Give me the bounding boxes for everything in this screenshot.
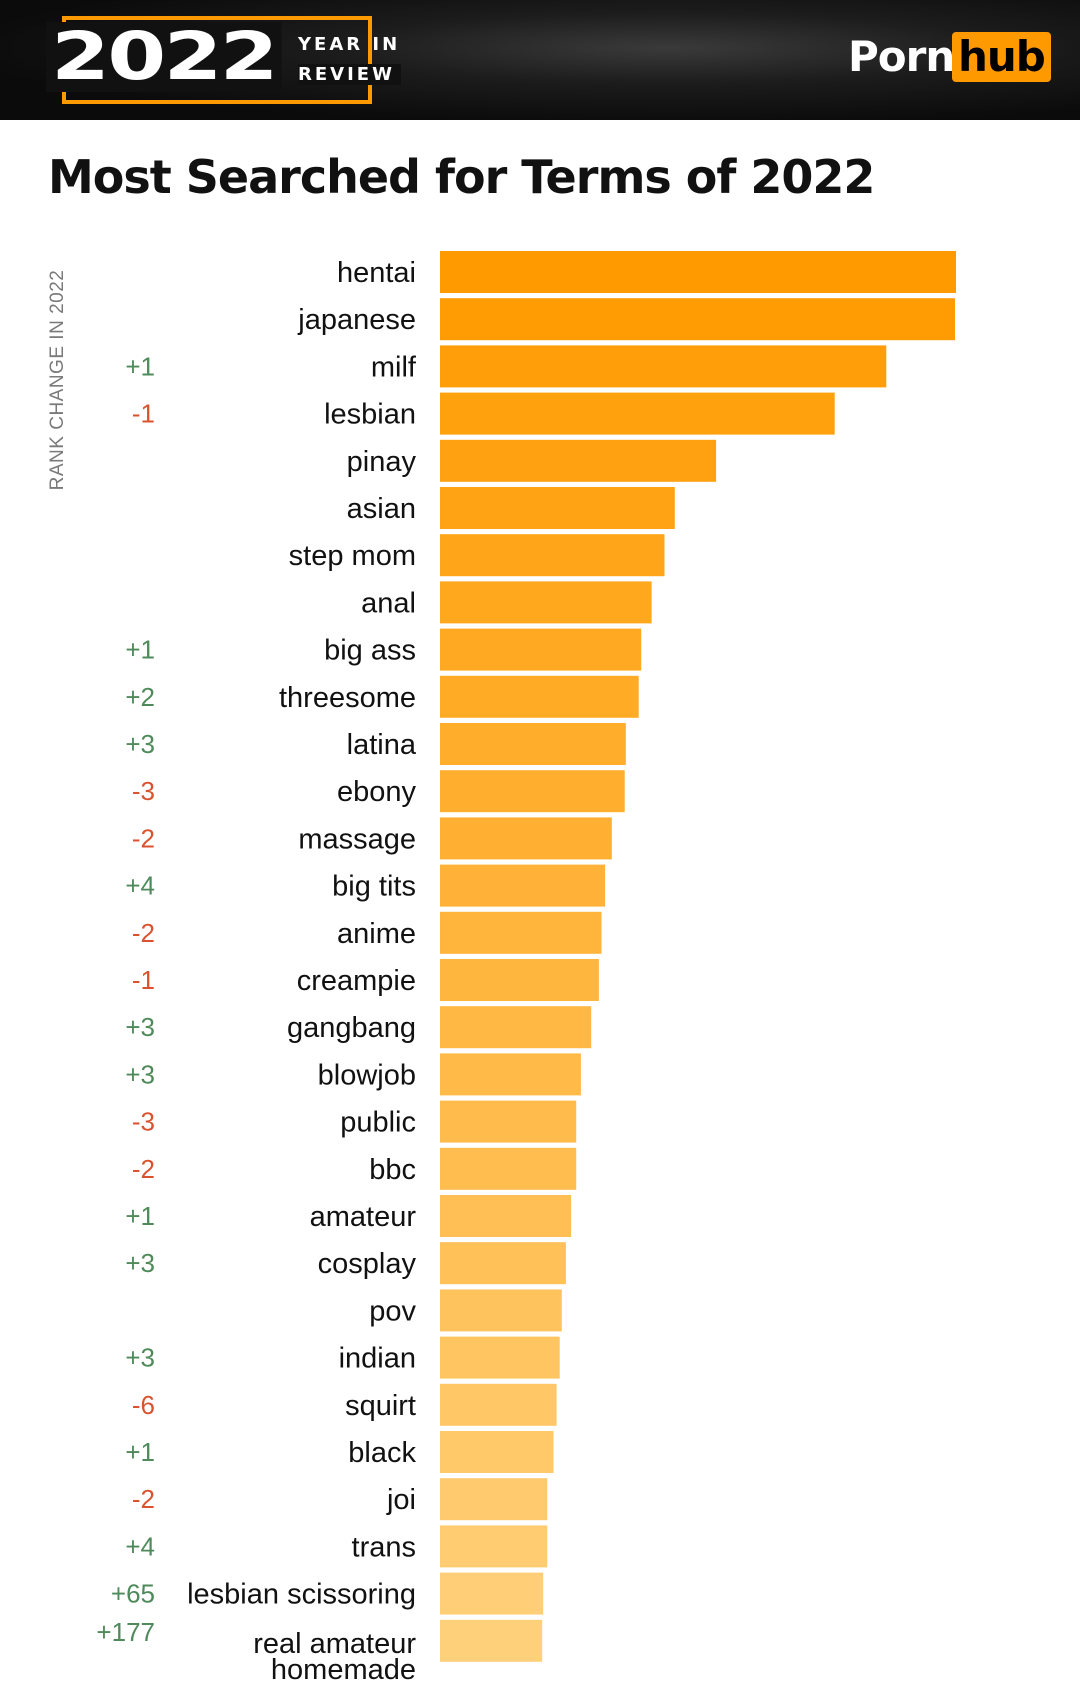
bar-joi	[440, 1478, 548, 1521]
rank-change-label: +1	[125, 1437, 155, 1467]
bar-real-amateur-homemade	[440, 1619, 543, 1662]
rank-change-label: -3	[132, 1107, 155, 1137]
chart-title: Most Searched for Terms of 2022	[48, 150, 875, 204]
term-label: lesbian scissoring	[187, 1579, 416, 1611]
term-label: pinay	[347, 446, 417, 478]
bar-massage	[440, 817, 612, 860]
rank-change-label: +4	[125, 871, 155, 901]
rank-change-label: +3	[125, 729, 155, 759]
bar-ebony	[440, 770, 625, 813]
bar-amateur	[440, 1195, 572, 1237]
term-label: amateur	[310, 1201, 417, 1233]
bar-public	[440, 1100, 577, 1143]
bar-creampie	[440, 959, 599, 1001]
bar-anime	[440, 911, 602, 954]
rank-change-label: +4	[125, 1531, 155, 1561]
term-label: hentai	[337, 257, 416, 289]
rank-change-label: +1	[125, 1201, 155, 1231]
bar-bbc	[440, 1147, 577, 1190]
brand-logo-right: hub	[952, 32, 1051, 82]
rank-change-label: +177	[96, 1617, 155, 1647]
rank-change-label: +3	[125, 1059, 155, 1089]
rank-change-label: -1	[132, 399, 155, 429]
year-in-text: YEAR IN	[298, 34, 401, 55]
term-label: black	[348, 1437, 416, 1469]
rank-change-label: -6	[132, 1390, 155, 1420]
term-label: squirt	[345, 1390, 416, 1422]
rank-change-label: -2	[132, 1484, 155, 1514]
bar-lesbian-scissoring	[440, 1572, 544, 1615]
term-label: anal	[361, 587, 416, 619]
term-label: massage	[298, 823, 416, 855]
bar-step-mom	[440, 534, 665, 577]
rank-change-label: +3	[125, 1343, 155, 1373]
term-label: creampie	[297, 965, 416, 997]
bar-milf	[440, 345, 887, 388]
bar-indian	[440, 1336, 560, 1379]
rank-change-label: +1	[125, 635, 155, 665]
bar-anal	[440, 581, 652, 624]
term-label: asian	[347, 493, 416, 525]
term-label: lesbian	[324, 399, 416, 431]
term-label: pov	[369, 1295, 416, 1327]
bar-squirt	[440, 1383, 557, 1426]
term-label: bbc	[369, 1154, 416, 1186]
year-number: 2022	[46, 22, 282, 92]
bar-gangbang	[440, 1006, 592, 1049]
term-label: real amateur homemade	[253, 1628, 416, 1686]
term-label: gangbang	[287, 1012, 416, 1044]
brand-logo-left: Porn	[848, 32, 955, 81]
rank-change-label: -2	[132, 823, 155, 853]
term-label: threesome	[279, 682, 416, 714]
bar-big-ass	[440, 628, 642, 671]
term-label: latina	[347, 729, 417, 761]
rank-change-label: +3	[125, 1012, 155, 1042]
rank-change-label: -2	[132, 918, 155, 948]
term-label: japanese	[297, 304, 416, 336]
review-text: REVIEW	[298, 64, 401, 85]
bar-cosplay	[440, 1242, 566, 1285]
bar-big-tits	[440, 864, 606, 907]
bar-japanese	[440, 298, 955, 341]
bar-pinay	[440, 439, 717, 482]
term-label: blowjob	[318, 1059, 416, 1091]
bar-threesome	[440, 675, 639, 718]
term-label: trans	[352, 1531, 416, 1563]
rank-change-label: +1	[125, 351, 155, 381]
rank-change-label: +2	[125, 682, 155, 712]
term-label: step mom	[289, 540, 416, 572]
term-label: cosplay	[318, 1248, 417, 1280]
term-label: big tits	[332, 871, 416, 903]
bar-hentai	[440, 251, 956, 293]
bar-latina	[440, 723, 626, 765]
term-label: indian	[339, 1343, 416, 1375]
bar-blowjob	[440, 1053, 581, 1096]
term-label: milf	[371, 351, 417, 383]
bar-asian	[440, 487, 675, 529]
term-label: public	[340, 1107, 416, 1139]
bar-lesbian	[440, 392, 835, 435]
header-banner: 2022 YEAR IN REVIEW Porn hub	[0, 0, 1080, 120]
term-label: big ass	[324, 635, 416, 667]
bar-black	[440, 1431, 554, 1473]
term-label: joi	[386, 1484, 416, 1516]
rank-change-label: -2	[132, 1154, 155, 1184]
rank-change-label: -1	[132, 965, 155, 995]
term-label: anime	[337, 918, 416, 950]
bar-pov	[440, 1289, 562, 1332]
rank-change-label: +65	[111, 1579, 155, 1609]
rank-change-label: -3	[132, 776, 155, 806]
rank-change-label: +3	[125, 1248, 155, 1278]
term-label: ebony	[337, 776, 417, 808]
bar-trans	[440, 1525, 548, 1568]
